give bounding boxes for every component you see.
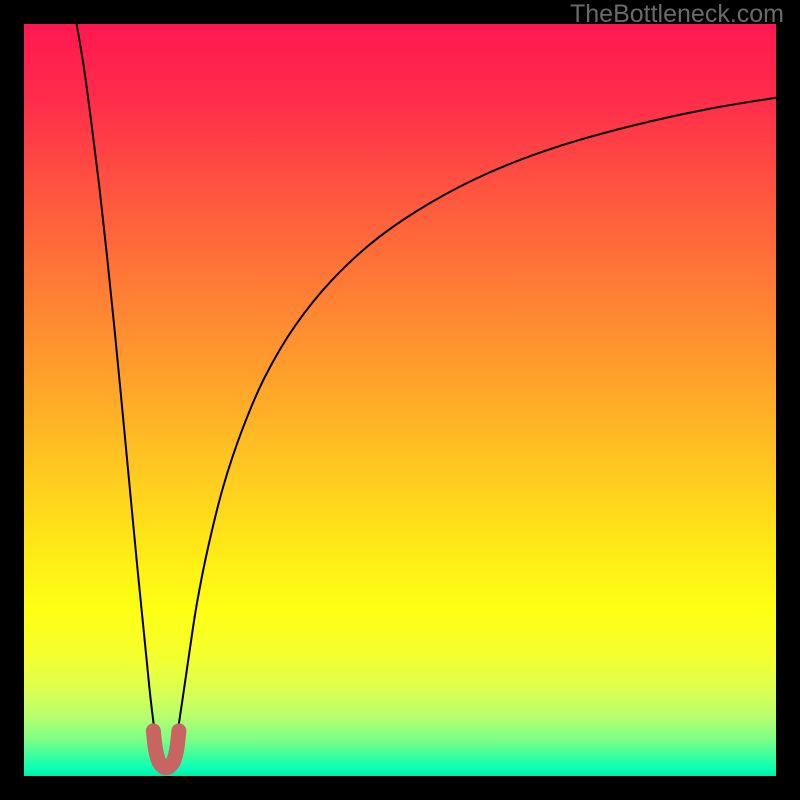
- plot-area: [24, 24, 776, 776]
- watermark-text: TheBottleneck.com: [570, 0, 784, 29]
- sweet-spot-marker: [24, 24, 776, 776]
- chart-container: TheBottleneck.com: [0, 0, 800, 800]
